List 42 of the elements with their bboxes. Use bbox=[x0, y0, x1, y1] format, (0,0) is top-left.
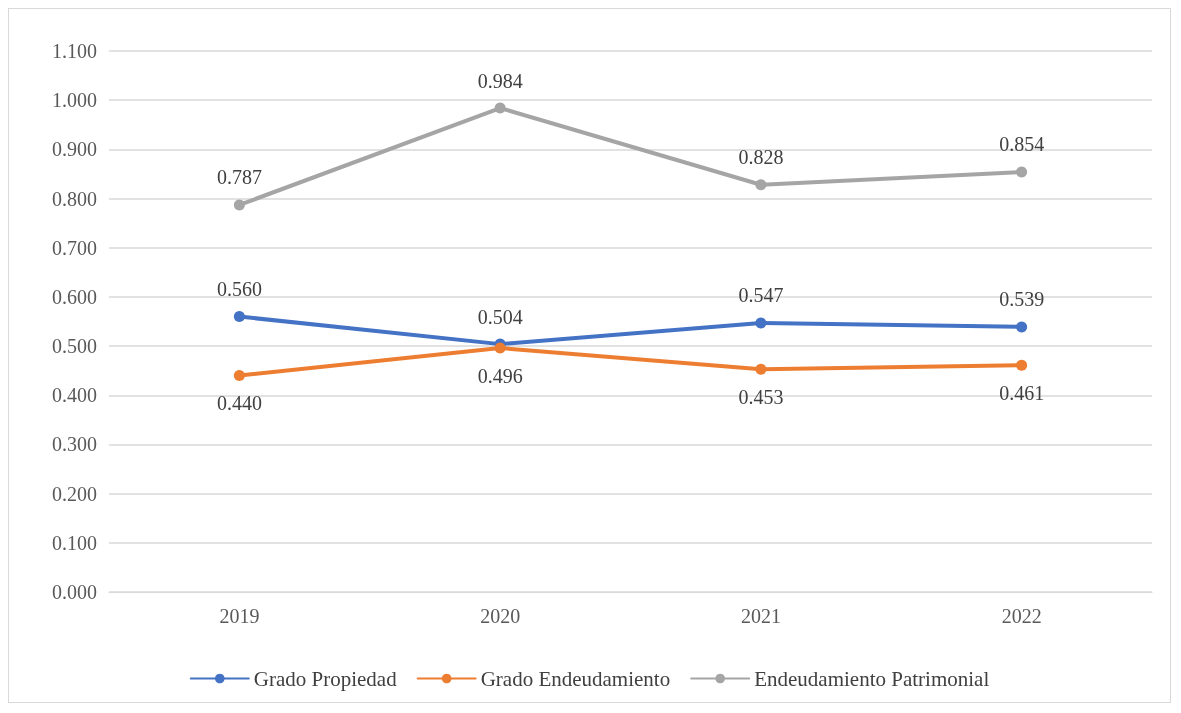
y-tick-label: 0.500 bbox=[52, 335, 97, 358]
legend-label: Endeudamiento Patrimonial bbox=[754, 666, 990, 691]
data-label: 0.496 bbox=[477, 364, 523, 387]
y-tick-label: 0.600 bbox=[52, 285, 97, 308]
data-label: 0.539 bbox=[999, 288, 1045, 311]
point bbox=[233, 199, 245, 211]
y-tick-label: 0.100 bbox=[52, 531, 97, 554]
x-tick-label: 2019 bbox=[219, 605, 260, 627]
y-tick-label: 0.700 bbox=[52, 236, 97, 259]
y-tick-label: 1.100 bbox=[52, 40, 97, 62]
legend-label: Grado Propiedad bbox=[253, 666, 398, 691]
y-tick-label: 0.400 bbox=[52, 384, 97, 407]
data-label: 0.787 bbox=[216, 166, 262, 189]
data-label: 0.461 bbox=[999, 381, 1045, 404]
y-tick-label: 0.000 bbox=[52, 581, 97, 603]
x-tick-label: 2022 bbox=[1001, 605, 1042, 627]
point bbox=[1016, 359, 1028, 371]
point bbox=[1016, 166, 1028, 178]
data-label: 0.440 bbox=[216, 392, 262, 415]
point bbox=[233, 311, 245, 323]
y-tick-label: 0.300 bbox=[52, 433, 97, 456]
data-label: 0.547 bbox=[738, 284, 784, 307]
point bbox=[755, 363, 767, 375]
point bbox=[233, 370, 245, 382]
point bbox=[494, 102, 506, 114]
point bbox=[755, 317, 767, 329]
data-label: 0.854 bbox=[999, 133, 1045, 156]
point bbox=[1016, 321, 1028, 333]
y-tick-label: 1.000 bbox=[52, 89, 97, 112]
data-label: 0.560 bbox=[216, 278, 262, 301]
point bbox=[755, 179, 767, 191]
data-label: 0.504 bbox=[477, 305, 523, 328]
y-tick-label: 0.900 bbox=[52, 138, 97, 161]
data-label: 0.984 bbox=[477, 69, 523, 92]
point bbox=[494, 342, 506, 354]
y-tick-label: 0.200 bbox=[52, 482, 97, 505]
x-tick-label: 2020 bbox=[480, 605, 521, 627]
legend-label: Grado Endeudamiento bbox=[480, 666, 671, 691]
data-label: 0.828 bbox=[738, 146, 784, 169]
y-tick-label: 0.800 bbox=[52, 187, 97, 210]
x-tick-label: 2021 bbox=[740, 605, 781, 627]
data-label: 0.453 bbox=[738, 385, 784, 408]
